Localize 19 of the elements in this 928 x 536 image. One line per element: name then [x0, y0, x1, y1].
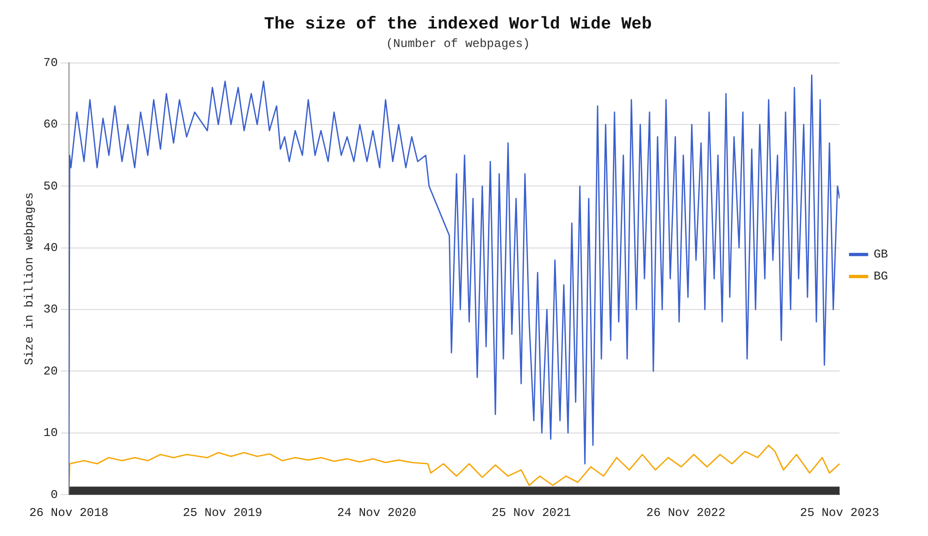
y-tick-label: 50 [43, 179, 58, 194]
x-tick-label: 25 Nov 2019 [182, 506, 262, 520]
y-tick-label: 60 [43, 118, 58, 132]
y-tick-label: 30 [43, 302, 58, 317]
y-tick-label: 0 [50, 488, 58, 502]
legend-label: BG [874, 270, 888, 284]
x-tick-label: 24 Nov 2020 [337, 506, 416, 520]
chart-subtitle: (Number of webpages) [386, 36, 530, 51]
x-tick-label: 25 Nov 2021 [492, 506, 571, 520]
y-tick-label: 70 [43, 56, 58, 70]
chart-title: The size of the indexed World Wide Web [264, 15, 652, 34]
legend-label: GB [874, 248, 888, 262]
x-tick-label: 25 Nov 2023 [800, 506, 880, 520]
y-tick-label: 10 [43, 426, 58, 440]
y-tick-label: 20 [43, 364, 58, 378]
x-tick-label: 26 Nov 2018 [29, 506, 108, 520]
x-tick-label: 26 Nov 2022 [646, 506, 726, 520]
y-axis-title: Size in billion webpages [22, 192, 36, 366]
y-tick-label: 40 [43, 241, 58, 256]
